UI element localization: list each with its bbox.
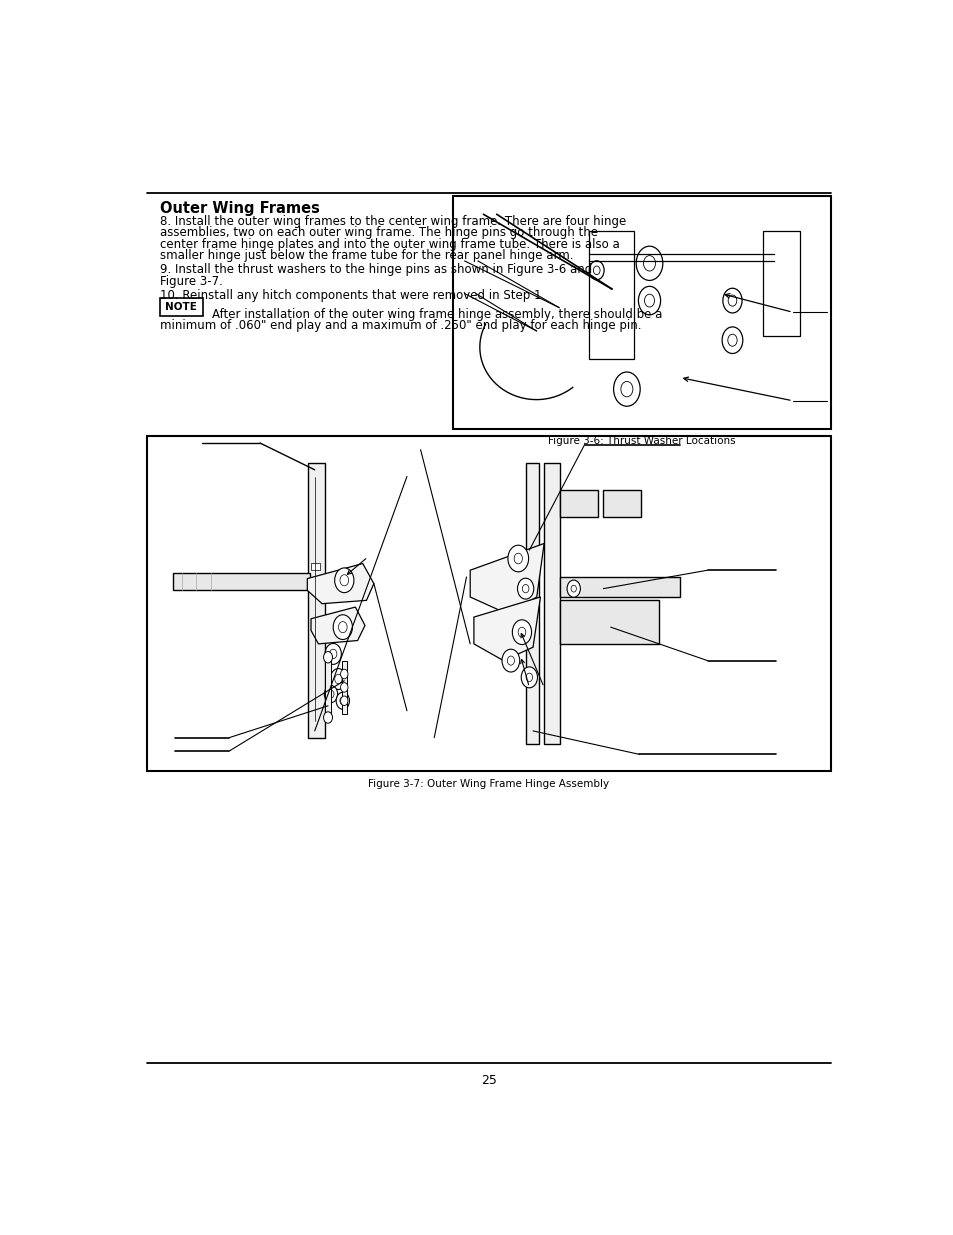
Bar: [325, 657, 331, 718]
Circle shape: [721, 327, 742, 353]
Text: minimum of .060" end play and a maximum of .250" end play for each hinge pin.: minimum of .060" end play and a maximum …: [160, 320, 640, 332]
Circle shape: [722, 288, 741, 312]
Circle shape: [507, 545, 528, 572]
Circle shape: [620, 382, 632, 396]
Bar: [543, 463, 559, 745]
Bar: [342, 661, 346, 714]
Circle shape: [340, 683, 348, 692]
Bar: [453, 196, 830, 429]
Text: center frame hinge plates and into the outer wing frame tube. There is also a: center frame hinge plates and into the o…: [160, 237, 619, 251]
Circle shape: [589, 261, 603, 280]
Circle shape: [512, 620, 531, 645]
Circle shape: [333, 615, 352, 640]
Circle shape: [323, 652, 332, 663]
Text: Outer Wing Frames: Outer Wing Frames: [160, 200, 319, 215]
Circle shape: [325, 643, 341, 664]
Text: 8. Install the outer wing frames to the center wing frame. There are four hinge: 8. Install the outer wing frames to the …: [160, 215, 625, 227]
Circle shape: [339, 574, 348, 585]
Bar: [160, 299, 203, 316]
Circle shape: [328, 690, 334, 698]
Bar: [311, 563, 319, 571]
Text: Figure 3-7.: Figure 3-7.: [160, 274, 223, 288]
Circle shape: [517, 627, 525, 637]
Circle shape: [330, 668, 346, 689]
Circle shape: [340, 669, 348, 679]
Circle shape: [522, 584, 528, 593]
Text: 25: 25: [480, 1073, 497, 1087]
Circle shape: [335, 693, 349, 709]
Bar: [308, 463, 325, 737]
Circle shape: [571, 585, 576, 592]
Circle shape: [727, 335, 737, 346]
Text: Figure 3-7: Outer Wing Frame Hinge Assembly: Figure 3-7: Outer Wing Frame Hinge Assem…: [368, 779, 609, 789]
Circle shape: [593, 266, 599, 274]
Text: Figure 3-6: Thrust Washer Locations: Figure 3-6: Thrust Washer Locations: [548, 436, 735, 446]
Bar: [589, 231, 634, 359]
Circle shape: [636, 246, 662, 280]
Bar: [525, 463, 538, 745]
Circle shape: [324, 685, 337, 703]
Text: NOTE: NOTE: [165, 303, 197, 312]
Circle shape: [335, 568, 354, 593]
Bar: [761, 231, 800, 336]
Polygon shape: [307, 563, 374, 604]
Circle shape: [727, 295, 736, 306]
Circle shape: [339, 697, 345, 705]
Bar: [559, 600, 659, 643]
Circle shape: [335, 674, 342, 684]
Polygon shape: [474, 597, 540, 661]
Circle shape: [644, 294, 654, 308]
Polygon shape: [311, 608, 365, 643]
Circle shape: [525, 673, 532, 682]
Bar: [147, 436, 830, 771]
Circle shape: [638, 287, 659, 315]
Circle shape: [340, 697, 348, 705]
Circle shape: [514, 553, 522, 564]
Circle shape: [338, 621, 347, 632]
Bar: [173, 573, 310, 590]
Bar: [559, 577, 679, 597]
Circle shape: [501, 650, 519, 672]
Circle shape: [566, 580, 579, 598]
Circle shape: [517, 578, 534, 599]
Circle shape: [323, 711, 332, 724]
Text: 9. Install the thrust washers to the hinge pins as shown in Figure 3-6 and: 9. Install the thrust washers to the hin…: [160, 263, 592, 277]
Circle shape: [613, 372, 639, 406]
Text: After installation of the outer wing frame hinge assembly, there should be a: After installation of the outer wing fra…: [212, 308, 661, 321]
Text: assemblies, two on each outer wing frame. The hinge pins go through the: assemblies, two on each outer wing frame…: [160, 226, 598, 240]
Circle shape: [507, 656, 514, 666]
Circle shape: [643, 256, 655, 270]
Text: smaller hinge just below the frame tube for the rear panel hinge arm.: smaller hinge just below the frame tube …: [160, 249, 573, 262]
Bar: [602, 490, 640, 516]
Bar: [559, 490, 598, 516]
Circle shape: [329, 650, 336, 658]
Text: 10. Reinstall any hitch components that were removed in Step 1.: 10. Reinstall any hitch components that …: [160, 289, 544, 301]
Polygon shape: [470, 543, 543, 614]
Circle shape: [520, 667, 537, 688]
